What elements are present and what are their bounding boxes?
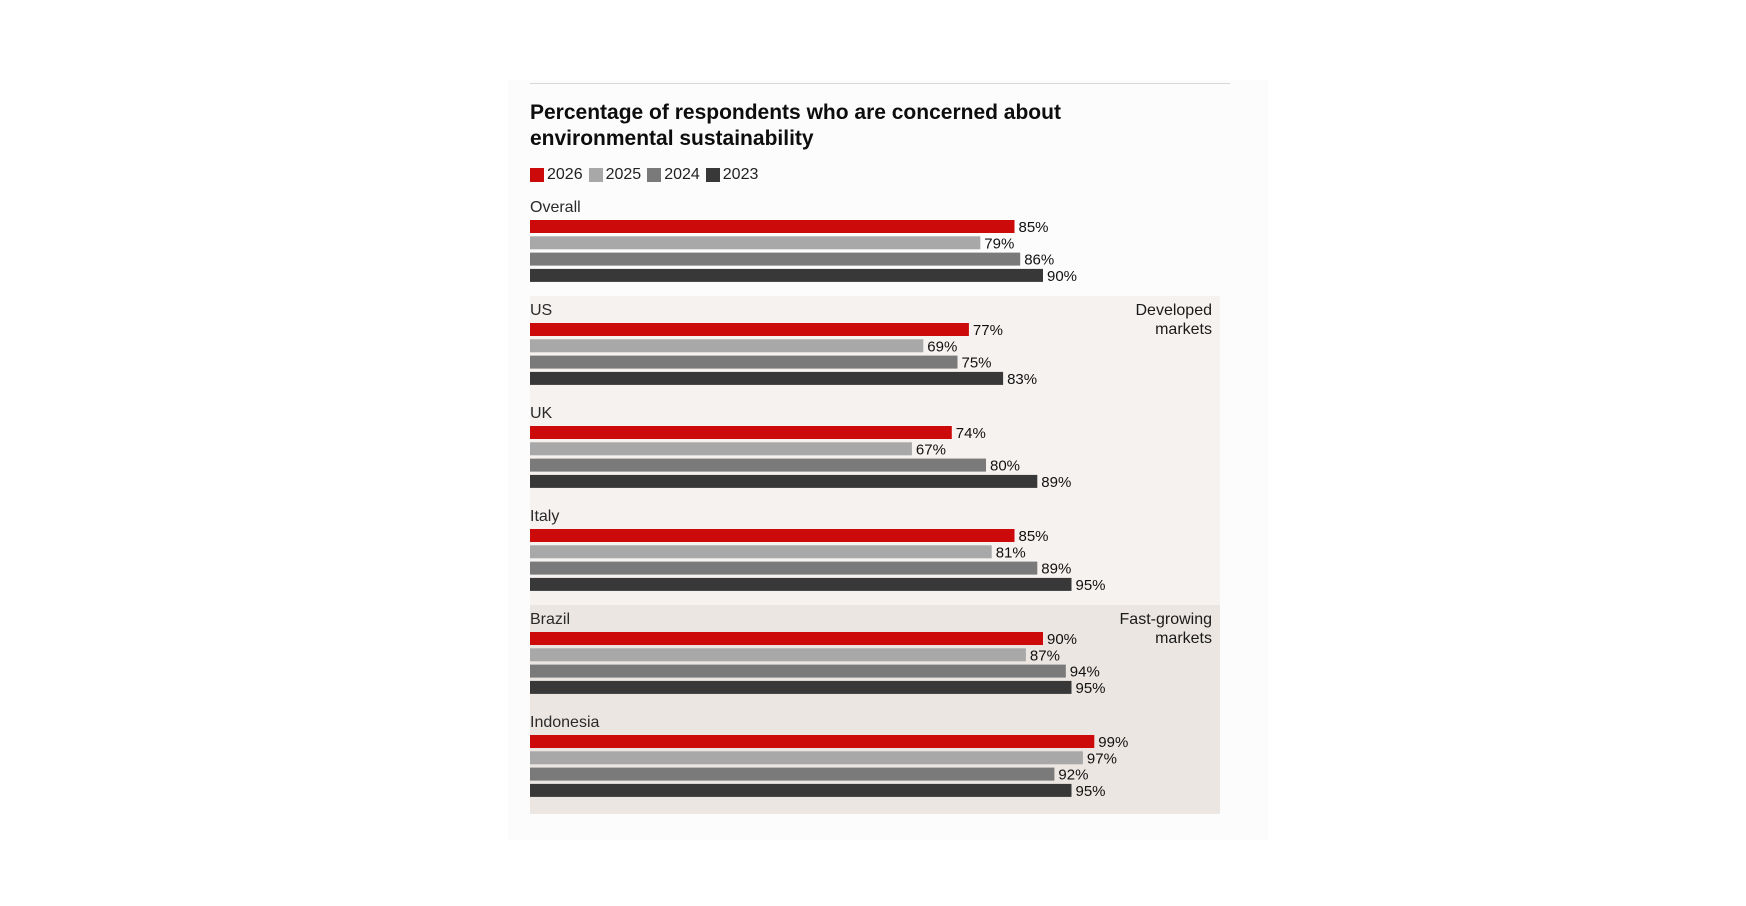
legend-item-2024: 2024 bbox=[647, 166, 700, 184]
legend-swatch bbox=[705, 168, 720, 182]
bar-2025-italy bbox=[530, 545, 992, 559]
bar-2025-brazil bbox=[530, 648, 1026, 662]
legend-swatch bbox=[530, 168, 544, 182]
data-label: 87% bbox=[1030, 647, 1060, 664]
legend-label: 2023 bbox=[722, 166, 759, 183]
legend-swatch bbox=[647, 168, 662, 182]
data-label: 79% bbox=[984, 235, 1014, 252]
bar-2024-uk bbox=[530, 458, 986, 472]
data-label: 90% bbox=[1047, 631, 1077, 648]
data-label: 83% bbox=[1007, 371, 1037, 388]
category-label: Indonesia bbox=[530, 714, 599, 731]
section-label: markets bbox=[1155, 630, 1212, 647]
data-label: 95% bbox=[1076, 680, 1106, 697]
bar-2023-us bbox=[530, 371, 1004, 385]
bar-2025-us bbox=[530, 339, 924, 353]
data-label: 92% bbox=[1058, 767, 1088, 784]
legend: 2026 2025 2024 2023 bbox=[530, 166, 764, 184]
bar-2026-italy bbox=[530, 529, 1015, 542]
bar-2023-indonesia bbox=[530, 783, 1072, 797]
legend-item-2023: 2023 bbox=[705, 166, 759, 184]
legend-item-2025: 2025 bbox=[588, 166, 642, 184]
category-label: UK bbox=[530, 405, 553, 422]
top-divider bbox=[530, 83, 1230, 84]
legend-label: 2026 bbox=[547, 166, 583, 183]
bar-2025-uk bbox=[530, 442, 912, 456]
data-label: 90% bbox=[1047, 268, 1077, 285]
category-label: Italy bbox=[530, 508, 559, 525]
legend-label: 2025 bbox=[605, 166, 642, 183]
bar-2026-brazil bbox=[530, 632, 1043, 645]
bar-2026-indonesia bbox=[530, 735, 1095, 748]
section-label: Fast-growing bbox=[1120, 611, 1212, 628]
legend-item-2026: 2026 bbox=[530, 166, 583, 184]
data-label: 85% bbox=[1019, 219, 1049, 236]
bar-2024-brazil bbox=[530, 664, 1066, 678]
data-label: 81% bbox=[996, 544, 1026, 561]
chart-title: Percentage of respondents who are concer… bbox=[530, 101, 1061, 150]
bar-2026-us bbox=[530, 323, 969, 336]
data-label: 74% bbox=[956, 425, 986, 442]
category-label: Brazil bbox=[530, 611, 570, 628]
bar-2024-indonesia bbox=[530, 767, 1055, 781]
bar-2024-italy bbox=[530, 561, 1038, 575]
bar-2023-overall bbox=[530, 268, 1043, 282]
data-label: 89% bbox=[1041, 561, 1071, 578]
data-label: 85% bbox=[1019, 528, 1049, 545]
category-label: Overall bbox=[530, 199, 581, 216]
data-label: 75% bbox=[962, 355, 992, 372]
bar-2026-overall bbox=[530, 220, 1015, 233]
data-label: 86% bbox=[1024, 252, 1054, 269]
data-label: 97% bbox=[1087, 750, 1117, 767]
category-label: US bbox=[530, 302, 552, 319]
bar-2025-indonesia bbox=[530, 751, 1083, 765]
bar-2026-uk bbox=[530, 426, 952, 439]
legend-label: 2024 bbox=[664, 166, 700, 183]
bar-2023-uk bbox=[530, 474, 1038, 488]
data-label: 95% bbox=[1076, 783, 1106, 800]
section-label: Developed bbox=[1136, 302, 1213, 319]
bar-2024-us bbox=[530, 355, 958, 369]
data-label: 95% bbox=[1076, 577, 1106, 594]
data-label: 94% bbox=[1070, 664, 1100, 681]
legend-swatch bbox=[588, 168, 603, 182]
data-label: 99% bbox=[1098, 734, 1128, 751]
bar-2025-overall bbox=[530, 236, 981, 250]
bar-2024-overall bbox=[530, 252, 1021, 266]
bar-2023-italy bbox=[530, 577, 1072, 591]
data-label: 77% bbox=[973, 322, 1003, 339]
data-label: 69% bbox=[927, 338, 957, 355]
bar-2023-brazil bbox=[530, 680, 1072, 694]
data-label: 80% bbox=[990, 458, 1020, 475]
data-label: 89% bbox=[1041, 474, 1071, 491]
data-label: 67% bbox=[916, 441, 946, 458]
section-label: markets bbox=[1155, 321, 1212, 338]
